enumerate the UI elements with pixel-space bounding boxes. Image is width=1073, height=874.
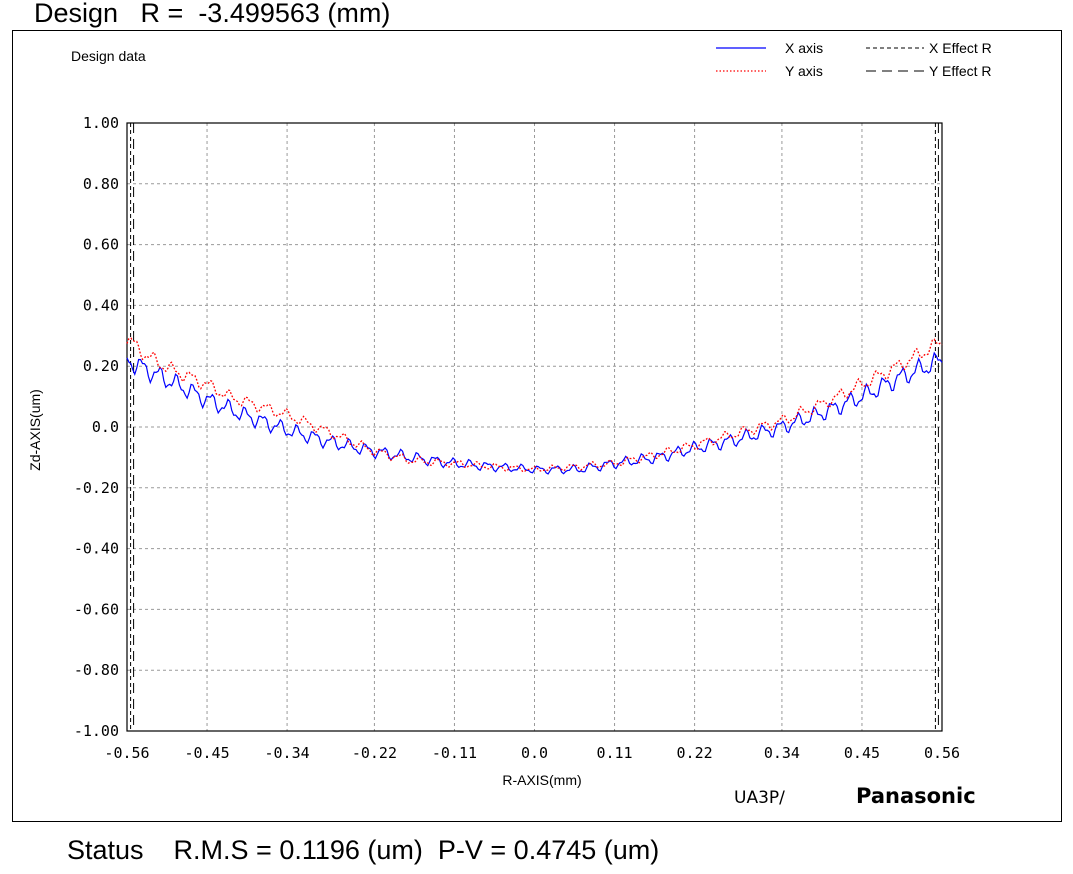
y-tick-label: -0.80 xyxy=(74,661,119,679)
legend-label-y-axis: Y axis xyxy=(785,63,823,79)
series-line-x-axis xyxy=(126,351,943,475)
y-tick-label: 0.40 xyxy=(83,296,119,314)
y-axis-label: Zd-AXIS(um) xyxy=(27,389,43,471)
x-tick-label: 0.11 xyxy=(596,744,632,762)
series-line-y-axis xyxy=(126,337,943,473)
series-lines xyxy=(126,337,943,475)
y-tick-label: 0.80 xyxy=(83,175,119,193)
legend-label-y-effect: Y Effect R xyxy=(929,63,992,79)
x-tick-label: 0.45 xyxy=(844,744,880,762)
y-tick-label: -0.60 xyxy=(74,600,119,618)
status-line: Status R.M.S = 0.1196 (um) P-V = 0.4745 … xyxy=(67,835,660,865)
legend-label-x-axis: X axis xyxy=(785,40,823,56)
x-tick-label: 0.22 xyxy=(677,744,713,762)
x-tick-label: 0.56 xyxy=(924,744,960,762)
legend-label-x-effect: X Effect R xyxy=(929,40,992,56)
model-label: UA3P/ xyxy=(734,788,785,808)
brand-logo: Panasonic xyxy=(856,784,976,808)
y-tick-label: 0.0 xyxy=(92,418,119,436)
chart-title: Design data xyxy=(71,48,146,64)
x-tick-label: 0.34 xyxy=(764,744,800,762)
x-axis-label: R-AXIS(mm) xyxy=(502,772,581,788)
legend: X axis X Effect R Y axis Y Effect R xyxy=(716,40,992,79)
x-tick-label: -0.45 xyxy=(184,744,229,762)
x-tick-label: 0.0 xyxy=(521,744,548,762)
y-tick-label: 0.20 xyxy=(83,357,119,375)
x-tick-label: -0.56 xyxy=(104,744,149,762)
effect-r-lines xyxy=(130,123,939,731)
y-tick-label: -0.40 xyxy=(74,540,119,558)
grid xyxy=(127,123,942,731)
tick-labels: -0.56 -0.45 -0.34 -0.22 -0.11 0.0 0.11 0.22 0.34… xyxy=(74,114,960,762)
y-tick-label: 0.60 xyxy=(83,236,119,254)
page-title: Design R = -3.499563 (mm) xyxy=(34,0,391,28)
y-tick-label: -0.20 xyxy=(74,479,119,497)
x-tick-label: -0.22 xyxy=(352,744,397,762)
y-tick-label: 1.00 xyxy=(83,114,119,132)
x-tick-label: -0.34 xyxy=(265,744,310,762)
y-tick-label: -1.00 xyxy=(74,722,119,740)
plot-area xyxy=(126,122,943,732)
x-tick-label: -0.11 xyxy=(432,744,477,762)
chart-frame xyxy=(12,30,1062,822)
